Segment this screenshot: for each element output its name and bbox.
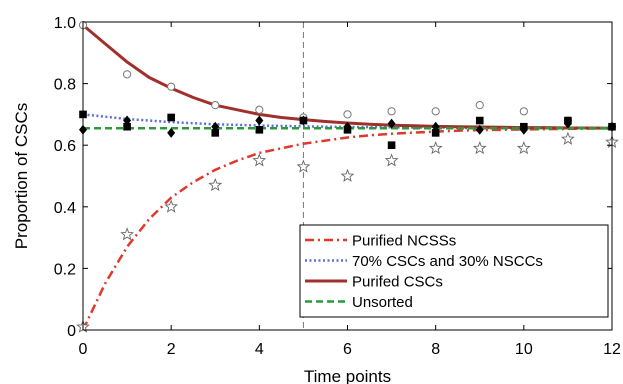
data-point-filled-diamond-11 bbox=[563, 118, 572, 129]
x-axis: 0 2 4 6 8 10 12 bbox=[79, 22, 621, 358]
data-point-open-circle-1 bbox=[122, 70, 132, 79]
data-point-open-circle-4 bbox=[255, 105, 264, 114]
data-point-open-star-2 bbox=[164, 199, 179, 213]
data-point-open-circle-6 bbox=[343, 110, 352, 119]
data-point-open-circle-10 bbox=[519, 107, 528, 116]
data-point-open-star-9 bbox=[472, 141, 487, 155]
data-point-open-star-10 bbox=[516, 141, 531, 155]
data-point-filled-diamond-2 bbox=[167, 127, 176, 138]
data-point-filled-diamond-4 bbox=[255, 115, 264, 126]
data-point-filled-diamond-9 bbox=[475, 124, 484, 135]
data-point-open-star-4 bbox=[252, 153, 267, 167]
legend-label: Purifed CSCs bbox=[352, 274, 443, 291]
y-tick-label: 0.4 bbox=[54, 200, 76, 217]
x-tick-label: 0 bbox=[79, 341, 88, 358]
data-point-filled-square-7 bbox=[387, 141, 396, 149]
data-point-open-circle-8 bbox=[431, 107, 440, 116]
x-tick-label: 2 bbox=[167, 341, 176, 358]
data-point-open-star-8 bbox=[428, 141, 443, 155]
x-tick-label: 4 bbox=[255, 341, 264, 358]
y-tick-label: 1.0 bbox=[54, 15, 76, 32]
data-point-filled-square-4 bbox=[255, 126, 264, 134]
legend-label: 70% CSCs and 30% NSCCs bbox=[352, 253, 543, 270]
data-point-filled-diamond-3 bbox=[211, 121, 220, 132]
x-tick-label: 10 bbox=[515, 341, 533, 358]
data-point-open-circle-2 bbox=[167, 82, 176, 91]
data-point-open-star-11 bbox=[561, 131, 575, 145]
data-point-open-star-5 bbox=[296, 159, 311, 173]
x-axis-title: Time points bbox=[304, 367, 391, 384]
data-point-open-circle-3 bbox=[211, 101, 220, 110]
y-axis-title: Proportion of CSCs bbox=[12, 103, 31, 249]
series-line-0 bbox=[81, 127, 613, 331]
data-point-open-circle-9 bbox=[475, 101, 484, 110]
data-point-filled-square-9 bbox=[475, 116, 484, 125]
data-point-filled-diamond-1 bbox=[123, 115, 132, 126]
data-point-filled-diamond-10 bbox=[519, 124, 528, 135]
data-point-open-star-1 bbox=[120, 227, 134, 241]
y-tick-label: 0.6 bbox=[54, 138, 76, 155]
data-point-open-star-3 bbox=[208, 177, 223, 192]
data-point-filled-diamond-5 bbox=[299, 115, 308, 126]
data-point-open-star-6 bbox=[340, 168, 355, 182]
y-tick-label: 0.2 bbox=[54, 261, 76, 278]
data-point-filled-square-3 bbox=[211, 129, 220, 137]
data-point-filled-diamond-7 bbox=[387, 118, 396, 129]
data-point-open-circle-7 bbox=[387, 107, 396, 116]
data-point-open-star-7 bbox=[384, 153, 399, 167]
data-point-filled-square-8 bbox=[431, 129, 440, 137]
data-point-filled-square-1 bbox=[123, 122, 131, 131]
legend-box bbox=[299, 224, 609, 318]
legend-label: Unsorted bbox=[352, 294, 413, 311]
data-point-filled-square-2 bbox=[167, 113, 175, 122]
x-tick-label: 8 bbox=[431, 341, 440, 358]
legend-label: Purified NCSSs bbox=[352, 233, 456, 250]
y-axis: 0 0.2 0.4 0.6 0.8 1.0 bbox=[54, 15, 612, 340]
legend: Purified NCSSs 70% CSCs and 30% NSCCs Puri… bbox=[299, 224, 609, 318]
y-tick-label: 0.8 bbox=[54, 77, 76, 94]
x-tick-label: 12 bbox=[603, 341, 621, 358]
data-point-filled-diamond-6 bbox=[343, 121, 352, 132]
data-point-filled-diamond-8 bbox=[431, 121, 440, 132]
x-tick-label: 6 bbox=[343, 341, 352, 358]
y-tick-label: 0 bbox=[67, 323, 76, 340]
